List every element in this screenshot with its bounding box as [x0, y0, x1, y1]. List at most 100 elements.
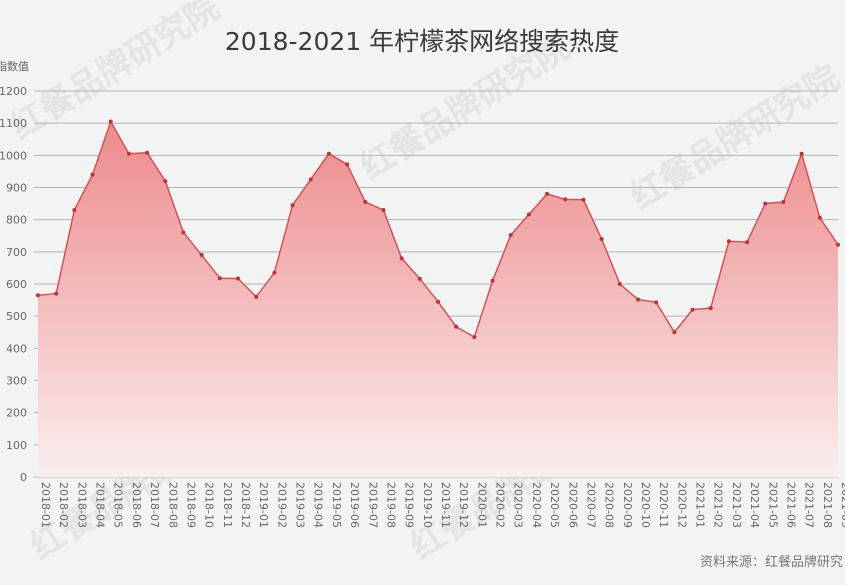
x-tick-label: 2021-04	[748, 482, 761, 528]
x-tick-label: 2020-11	[657, 482, 670, 528]
data-points	[36, 119, 840, 340]
x-tick-label: 2021-02	[712, 482, 725, 528]
y-tick-label: 400	[6, 342, 27, 355]
data-point	[599, 236, 604, 241]
y-tick-label: 1100	[0, 117, 27, 130]
x-tick-label: 2020-01	[475, 482, 488, 528]
x-tick-label: 2018-07	[148, 482, 161, 528]
data-point	[472, 335, 477, 340]
data-point	[54, 291, 59, 296]
x-axis-ticks: 2018-01 2018-02 2018-03 2018-04 2018-05 2018-…	[39, 482, 845, 528]
data-point	[799, 151, 804, 156]
x-tick-label: 2020-07	[584, 482, 597, 528]
data-point	[272, 270, 277, 275]
data-point	[126, 151, 131, 156]
data-point	[763, 201, 768, 206]
data-point	[654, 300, 659, 305]
data-point	[836, 242, 840, 247]
data-point	[199, 253, 204, 258]
area-fill	[38, 121, 838, 477]
data-point	[326, 151, 331, 156]
x-tick-label: 2018-10	[203, 482, 216, 528]
x-tick-label: 2020-12	[675, 482, 688, 528]
data-point	[781, 199, 786, 204]
data-point	[454, 324, 459, 329]
x-tick-label: 2021-01	[694, 482, 707, 528]
y-tick-label: 500	[6, 310, 27, 323]
x-tick-label: 2018-05	[112, 482, 125, 528]
data-point	[817, 215, 822, 220]
x-tick-label: 2018-03	[75, 482, 88, 528]
x-tick-label: 2018-04	[94, 482, 107, 528]
x-tick-label: 2019-05	[330, 482, 343, 528]
data-point	[345, 162, 350, 167]
x-tick-label: 2019-10	[421, 482, 434, 528]
x-tick-label: 2020-03	[512, 482, 525, 528]
x-tick-label: 2018-02	[57, 482, 70, 528]
x-tick-label: 2019-03	[294, 482, 307, 528]
x-tick-label: 2021-07	[803, 482, 816, 528]
x-tick-label: 2019-04	[312, 482, 325, 528]
x-tick-label: 2018-01	[39, 482, 52, 528]
data-point	[36, 293, 40, 298]
y-tick-label: 800	[6, 214, 27, 227]
data-point	[745, 240, 750, 245]
data-point	[381, 208, 386, 213]
x-tick-label: 2020-10	[639, 482, 652, 528]
x-tick-label: 2020-05	[548, 482, 561, 528]
data-point	[545, 191, 550, 196]
x-tick-label: 2020-06	[566, 482, 579, 528]
data-point	[163, 179, 168, 184]
data-point	[436, 299, 440, 304]
data-point	[181, 230, 186, 235]
data-point	[72, 208, 77, 213]
x-tick-label: 2018-08	[166, 482, 179, 528]
data-point	[90, 172, 95, 177]
data-point	[672, 330, 677, 335]
data-point	[399, 256, 404, 261]
x-tick-label: 2019-06	[348, 482, 361, 528]
y-tick-label: 0	[20, 471, 27, 484]
data-point	[308, 177, 313, 182]
data-point	[690, 307, 695, 312]
data-point	[217, 276, 222, 281]
x-tick-label: 2021-06	[784, 482, 797, 528]
x-tick-label: 2018-06	[130, 482, 143, 528]
x-tick-label: 2018-12	[239, 482, 252, 528]
x-tick-label: 2019-01	[257, 482, 270, 528]
y-tick-label: 600	[6, 278, 27, 291]
chart-title: 2018-2021 年柠檬茶网络搜索热度	[225, 27, 619, 56]
y-tick-label: 200	[6, 407, 27, 420]
x-tick-label: 2019-07	[366, 482, 379, 528]
data-point	[726, 239, 731, 244]
data-point	[708, 306, 713, 311]
x-tick-label: 2018-09	[184, 482, 197, 528]
y-axis-label: 指数值	[0, 59, 29, 73]
data-point	[108, 119, 113, 124]
watermark-text: 红餐品牌研究院	[4, 0, 227, 148]
x-tick-label: 2019-02	[275, 482, 288, 528]
y-tick-label: 900	[6, 182, 27, 195]
data-point	[581, 197, 586, 202]
x-tick-label: 2021-03	[730, 482, 743, 528]
data-point	[526, 212, 531, 217]
data-point	[290, 203, 295, 208]
x-tick-label: 2018-11	[221, 482, 234, 528]
y-axis-ticks: 0 100 200 300 400 500 600 700 800 900 1000 1100 1200	[0, 85, 27, 484]
data-point	[617, 282, 622, 286]
x-tick-label: 2021-09	[839, 482, 845, 528]
data-point	[145, 150, 150, 155]
data-point	[563, 197, 568, 202]
x-tick-label: 2019-09	[403, 482, 416, 528]
x-tick-label: 2021-05	[766, 482, 779, 528]
source-note: 资料来源：红餐品牌研究	[700, 554, 843, 570]
x-tick-label: 2019-08	[384, 482, 397, 528]
y-tick-label: 100	[6, 439, 27, 452]
data-point	[636, 297, 640, 302]
x-tick-label: 2020-04	[530, 482, 543, 528]
data-point	[363, 199, 368, 204]
y-tick-label: 1000	[0, 149, 27, 162]
x-tick-label: 2020-08	[603, 482, 616, 528]
y-tick-label: 700	[6, 246, 27, 259]
